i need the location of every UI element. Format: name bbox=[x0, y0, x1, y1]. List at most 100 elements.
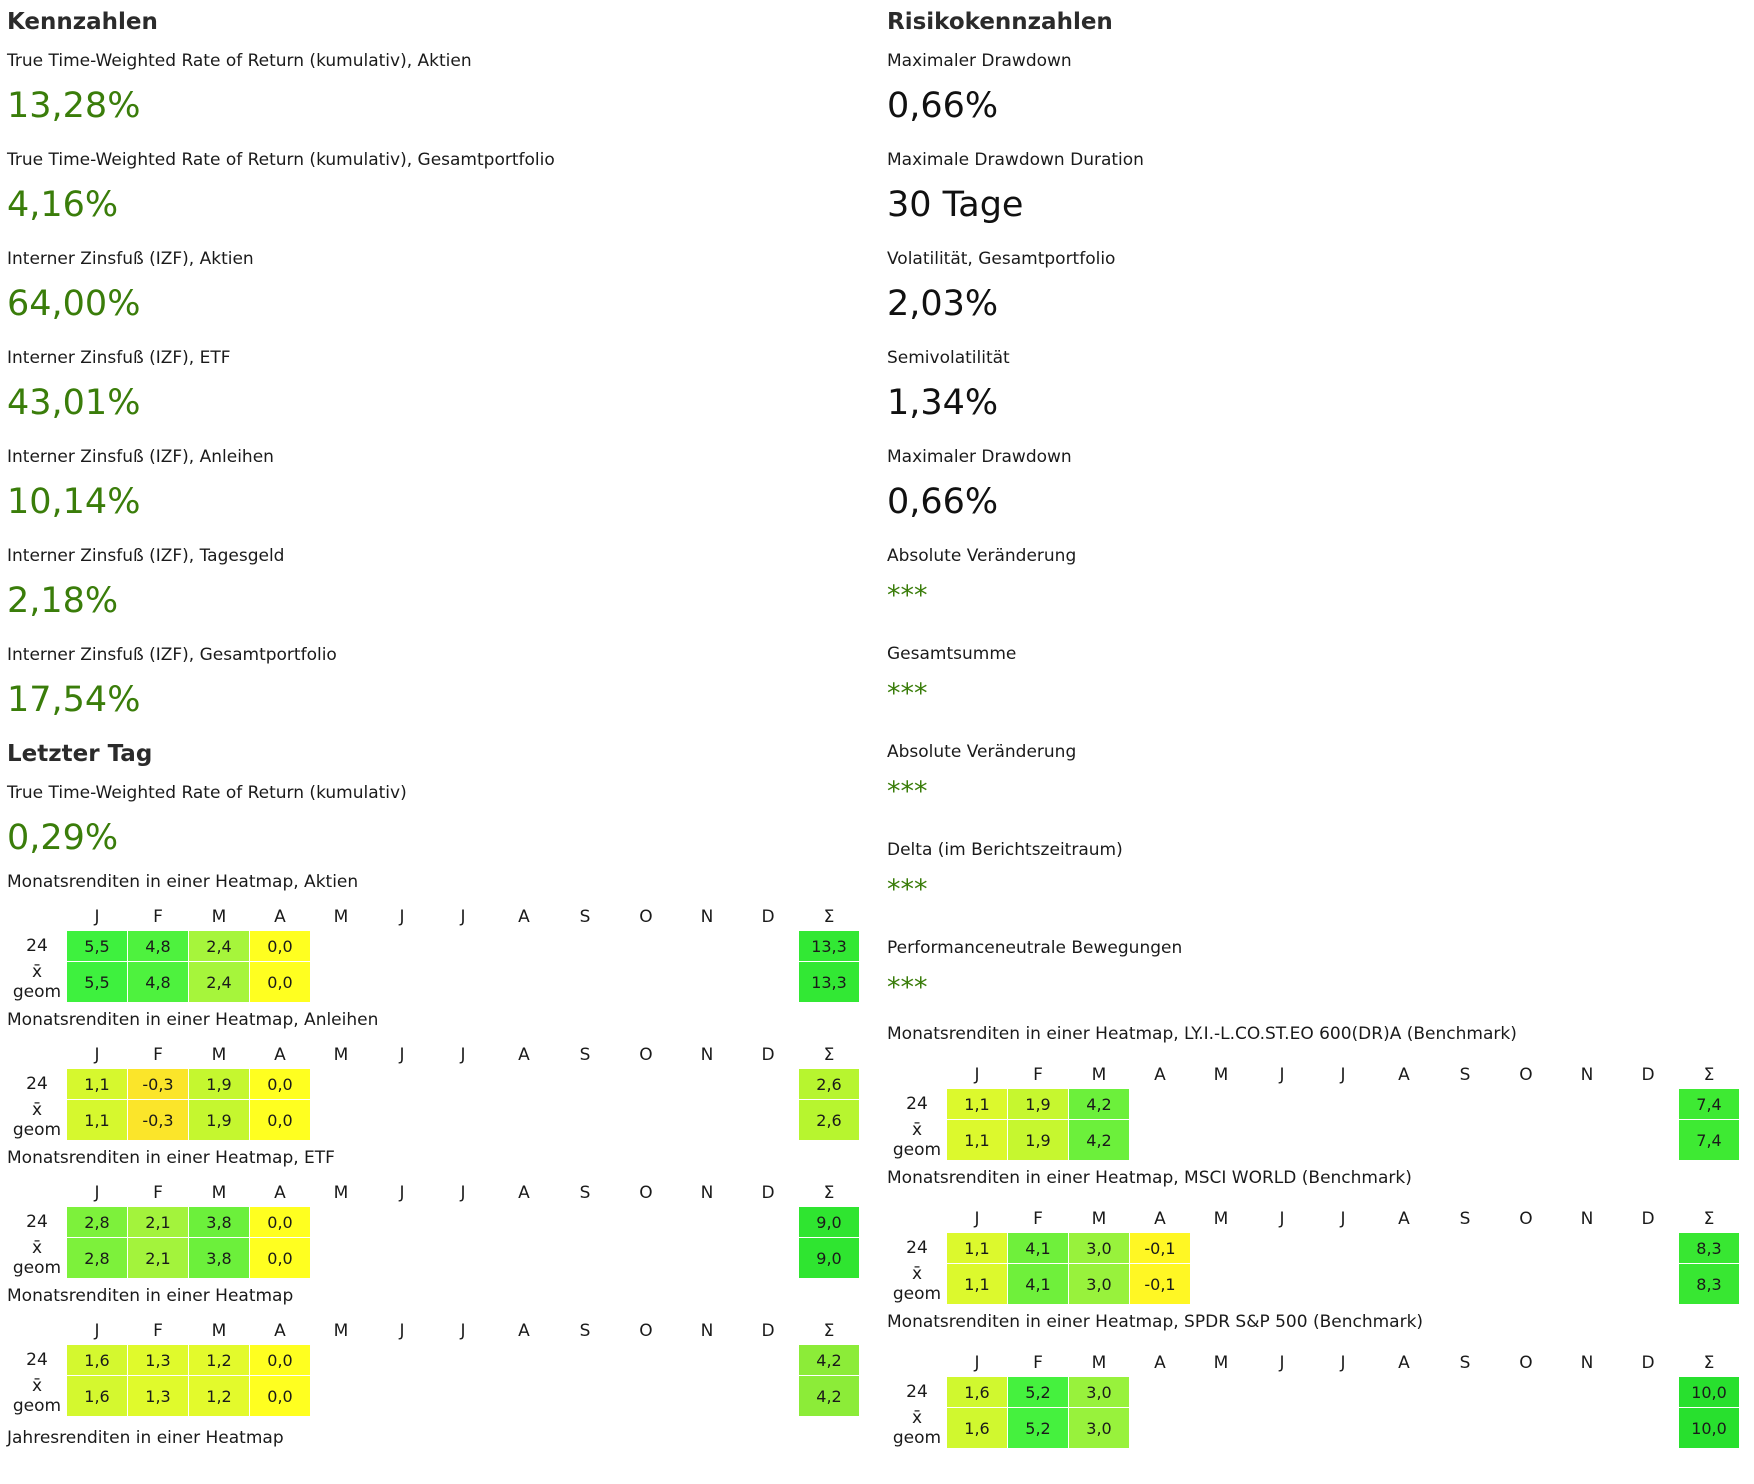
masked-value: *** bbox=[887, 580, 928, 611]
month-header: Σ bbox=[823, 1321, 835, 1341]
masked-value: *** bbox=[887, 874, 928, 905]
heatmap-empty-cell bbox=[1496, 1377, 1556, 1407]
benchmark-heatmap-list: Monatsrenditen in einer Heatmap, LY.I.-L… bbox=[887, 1019, 1747, 1449]
month-header: Σ bbox=[1703, 1209, 1715, 1229]
heatmap-row: 24 1,6 5,2 3,0 10,0 bbox=[888, 1377, 1739, 1407]
heatmap-cell: 1,6 bbox=[947, 1408, 1007, 1448]
heatmap-cell: 5,5 bbox=[67, 931, 127, 961]
heatmap-cell: 0,0 bbox=[250, 1345, 310, 1375]
heatmap-empty-cell bbox=[555, 1207, 615, 1237]
heatmap-title: Monatsrenditen in einer Heatmap, LY.I.-L… bbox=[887, 1024, 1517, 1044]
month-header: D bbox=[761, 1321, 775, 1341]
heatmap-cell: 1,9 bbox=[1008, 1120, 1068, 1160]
month-header: J bbox=[399, 1183, 405, 1203]
heatmap-cell: 1,6 bbox=[67, 1376, 127, 1416]
metric-label: Maximaler Drawdown bbox=[887, 447, 1072, 467]
metric-label: Maximaler Drawdown bbox=[887, 51, 1072, 71]
month-header: M bbox=[333, 907, 349, 927]
month-header: D bbox=[1641, 1065, 1655, 1085]
heatmap-row-label: x̄ geom bbox=[12, 1100, 62, 1140]
heatmap-row: x̄ geom 1,6 5,2 3,0 10,0 bbox=[888, 1408, 1739, 1448]
heatmap-empty-cell bbox=[1618, 1233, 1678, 1263]
heatmap-empty-cell bbox=[1252, 1377, 1312, 1407]
month-header: M bbox=[211, 1321, 227, 1341]
month-header: F bbox=[153, 1321, 163, 1341]
heatmap-empty-cell bbox=[372, 1069, 432, 1099]
masked-value: *** bbox=[887, 678, 928, 709]
heatmap-corner bbox=[888, 1350, 946, 1376]
heatmap-empty-cell bbox=[433, 1238, 493, 1278]
heatmap-cell: -0,3 bbox=[128, 1100, 188, 1140]
risikokennzahlen-column: Risikokennzahlen Maximaler Drawdown 0,66%… bbox=[887, 0, 1747, 1449]
month-header: D bbox=[1641, 1353, 1655, 1373]
month-header: N bbox=[700, 907, 714, 927]
heatmap-row-label: 24 bbox=[906, 1238, 928, 1258]
heatmap-row-label: 24 bbox=[906, 1094, 928, 1114]
month-header: N bbox=[1580, 1209, 1594, 1229]
heatmap-empty-cell bbox=[1374, 1408, 1434, 1448]
heatmap-empty-cell bbox=[1618, 1408, 1678, 1448]
heatmap-cell: -0,1 bbox=[1130, 1233, 1190, 1263]
metric-value: 64,00% bbox=[7, 284, 141, 324]
heatmap-row-label: x̄ geom bbox=[12, 962, 62, 1002]
heatmap-empty-cell bbox=[311, 1345, 371, 1375]
heatmap-empty-cell bbox=[311, 931, 371, 961]
masked-label: Absolute Veränderung bbox=[887, 546, 1077, 566]
heatmap-total-cell: 2,6 bbox=[799, 1100, 859, 1140]
heatmap-cell: 3,8 bbox=[189, 1207, 249, 1237]
metric-label: Interner Zinsfuß (IZF), Gesamtportfolio bbox=[7, 645, 337, 665]
heatmap-empty-cell bbox=[1374, 1264, 1434, 1304]
month-header: S bbox=[579, 1321, 591, 1341]
heatmap-row: x̄ geom 1,6 1,3 1,2 0,0 4,2 bbox=[8, 1376, 859, 1416]
metric-label: Interner Zinsfuß (IZF), Aktien bbox=[7, 249, 254, 269]
heatmap-empty-cell bbox=[1496, 1120, 1556, 1160]
metric-value: 2,18% bbox=[7, 581, 119, 621]
month-header: S bbox=[579, 907, 591, 927]
month-header: A bbox=[1154, 1065, 1166, 1085]
month-header: J bbox=[94, 1183, 100, 1203]
heatmap-empty-cell bbox=[1130, 1377, 1190, 1407]
month-header: S bbox=[579, 1183, 591, 1203]
metric-value: 0,29% bbox=[7, 818, 119, 858]
heatmap-empty-cell bbox=[677, 1376, 737, 1416]
heatmap-empty-cell bbox=[1435, 1089, 1495, 1119]
heatmap-empty-cell bbox=[555, 1345, 615, 1375]
heatmap-empty-cell bbox=[1191, 1408, 1251, 1448]
heatmap-cell: 0,0 bbox=[250, 1069, 310, 1099]
heatmap-empty-cell bbox=[1252, 1408, 1312, 1448]
heatmap-cell: 2,8 bbox=[67, 1238, 127, 1278]
heatmap-empty-cell bbox=[738, 1376, 798, 1416]
metric-label: Volatilität, Gesamtportfolio bbox=[887, 249, 1116, 269]
heatmap-cell: 1,1 bbox=[67, 1069, 127, 1099]
month-header: O bbox=[639, 1183, 653, 1203]
heatmap-total-cell: 7,4 bbox=[1679, 1089, 1739, 1119]
heatmap-empty-cell bbox=[494, 1069, 554, 1099]
metric-label: True Time-Weighted Rate of Return (kumul… bbox=[7, 51, 472, 71]
heatmap-empty-cell bbox=[1435, 1233, 1495, 1263]
heatmap-empty-cell bbox=[433, 962, 493, 1002]
heatmap-cell: 1,1 bbox=[947, 1264, 1007, 1304]
heatmap-corner bbox=[8, 904, 66, 930]
heatmap-empty-cell bbox=[1374, 1233, 1434, 1263]
heatmap-empty-cell bbox=[1496, 1264, 1556, 1304]
heatmap-cell: 4,8 bbox=[128, 962, 188, 1002]
heatmap-empty-cell bbox=[616, 1376, 676, 1416]
month-header: J bbox=[460, 907, 466, 927]
heatmap-row: 24 2,8 2,1 3,8 0,0 9,0 bbox=[8, 1207, 859, 1237]
heatmap-cell: 3,0 bbox=[1069, 1408, 1129, 1448]
heatmap-empty-cell bbox=[1191, 1377, 1251, 1407]
heatmap-cell: 1,1 bbox=[947, 1089, 1007, 1119]
month-header: N bbox=[700, 1321, 714, 1341]
heatmap-empty-cell bbox=[372, 1238, 432, 1278]
heatmap-corner bbox=[8, 1042, 66, 1068]
masked-values-list: Absolute Veränderung *** Gesamtsumme *** Abs… bbox=[887, 541, 1747, 1013]
heatmap-empty-cell bbox=[1252, 1264, 1312, 1304]
heatmap-total-cell: 8,3 bbox=[1679, 1233, 1739, 1263]
heatmap-empty-cell bbox=[1313, 1377, 1373, 1407]
heatmap-cell: 2,1 bbox=[128, 1238, 188, 1278]
month-header: F bbox=[1033, 1353, 1043, 1373]
heatmap-empty-cell bbox=[1313, 1089, 1373, 1119]
metric-value: 2,03% bbox=[887, 284, 999, 324]
month-header: O bbox=[1519, 1353, 1533, 1373]
month-header: J bbox=[399, 1321, 405, 1341]
